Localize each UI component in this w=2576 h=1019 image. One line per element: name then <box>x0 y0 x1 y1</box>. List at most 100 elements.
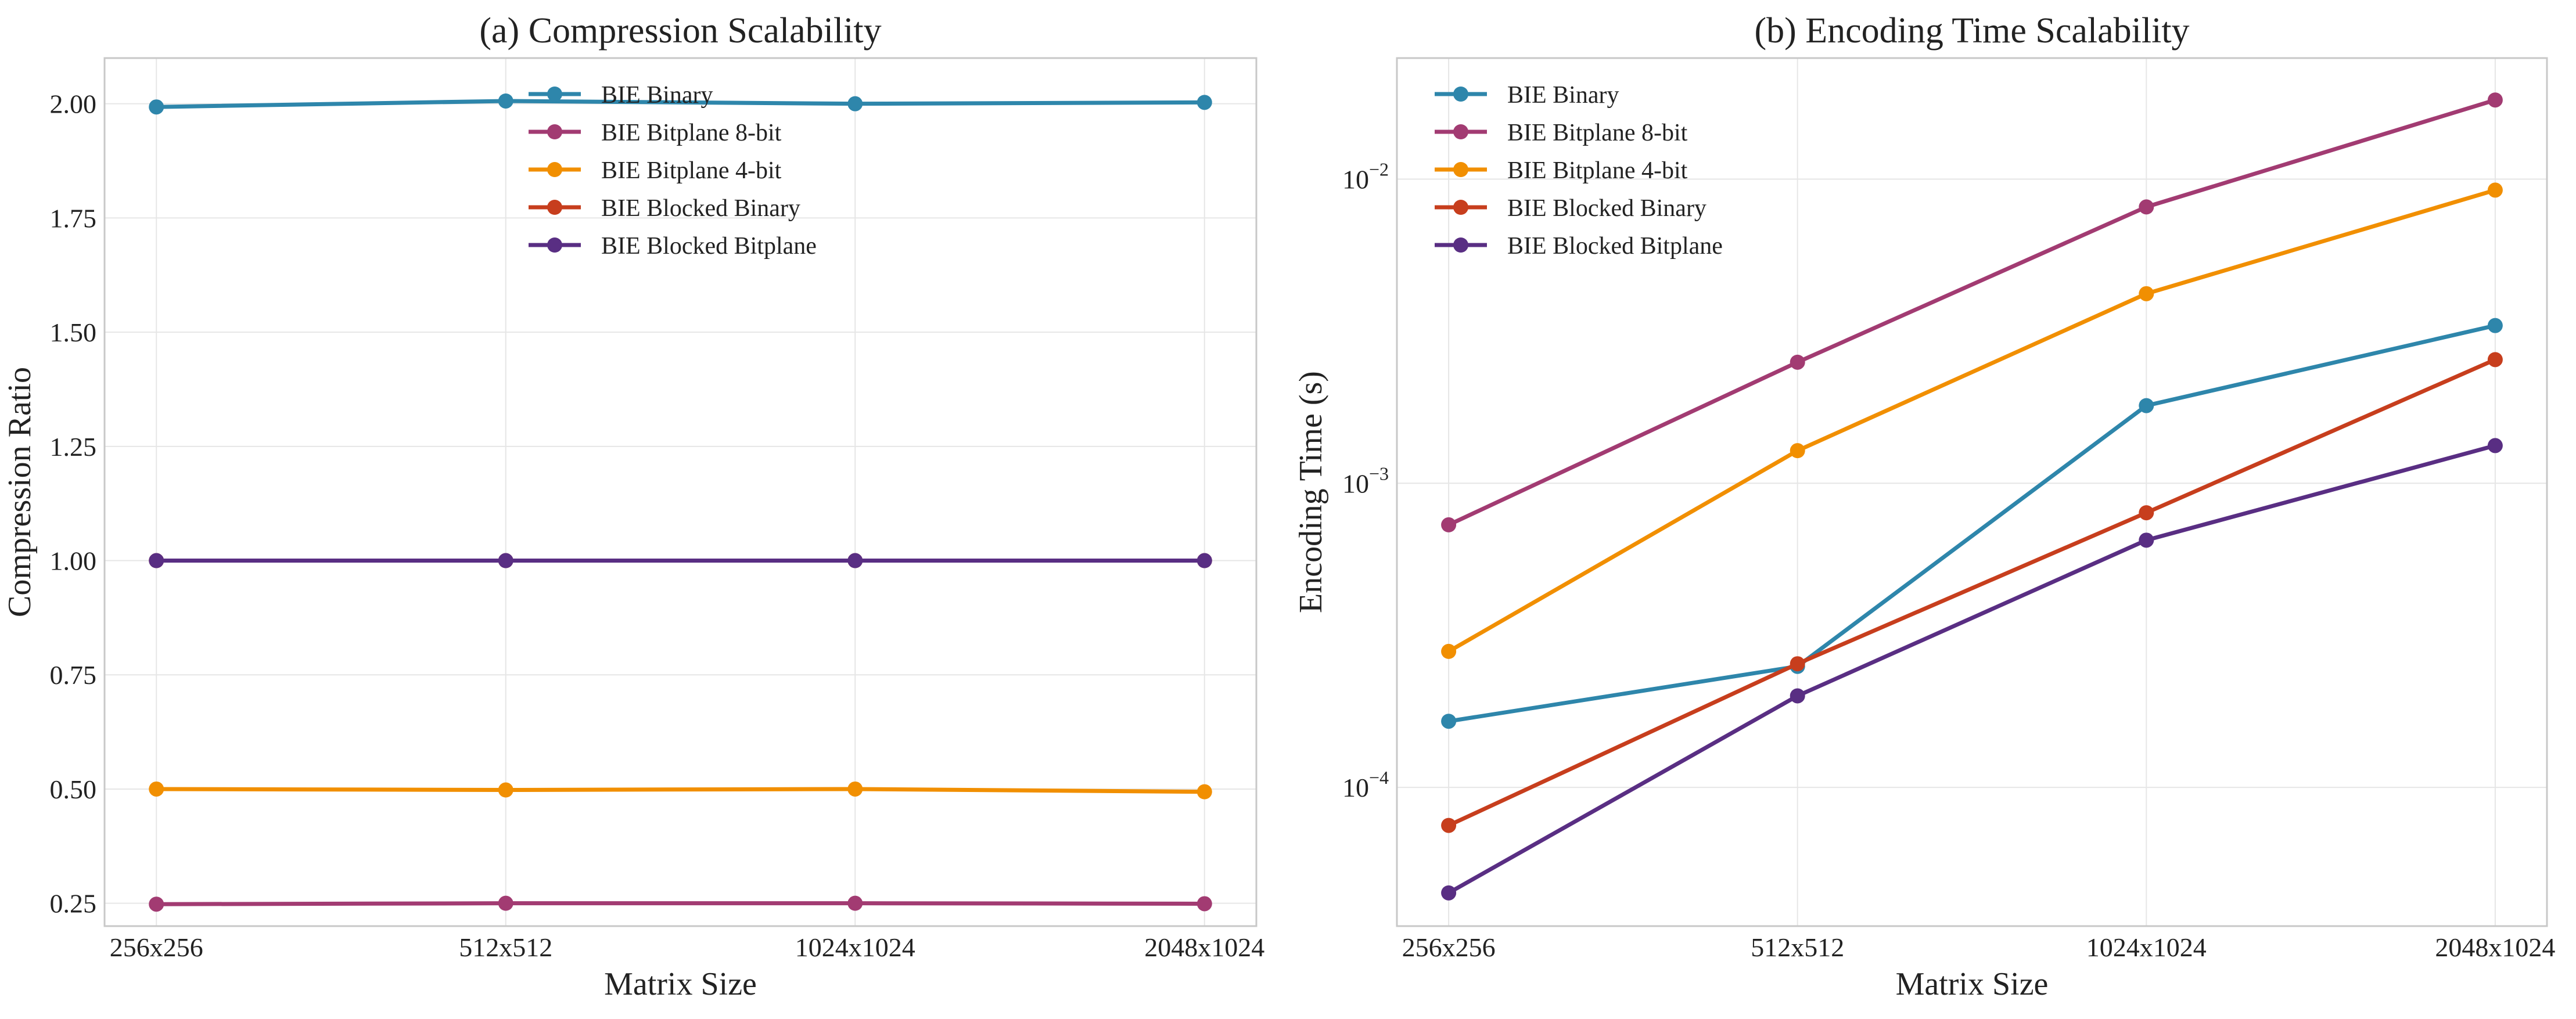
series-4 <box>149 553 1212 568</box>
data-point <box>1197 553 1212 568</box>
legend-label: BIE Blocked Bitplane <box>1507 233 1723 260</box>
legend-swatch-marker <box>1453 200 1468 215</box>
x-tick-label: 256x256 <box>1402 932 1496 962</box>
data-point <box>2487 182 2503 198</box>
legend-swatch-marker <box>547 237 562 253</box>
y-tick-label: 2.00 <box>50 89 97 119</box>
data-point <box>149 553 164 568</box>
legend-swatch-marker <box>547 124 562 139</box>
data-point <box>498 93 513 109</box>
series-line <box>154 901 1207 906</box>
data-point <box>149 99 164 115</box>
data-point <box>1441 517 1457 532</box>
y-tick-label: 1.00 <box>50 546 97 576</box>
data-point <box>149 781 164 797</box>
series-line <box>154 787 1207 794</box>
data-point <box>1790 656 1805 672</box>
data-point <box>847 553 863 568</box>
series-line <box>1446 357 2498 828</box>
x-tick-label: 512x512 <box>459 932 552 962</box>
legend-label: BIE Bitplane 8-bit <box>601 120 782 146</box>
data-point <box>1441 818 1457 833</box>
data-point <box>1790 443 1805 459</box>
legend-label: BIE Blocked Binary <box>601 195 800 222</box>
data-point <box>2139 286 2154 301</box>
data-point <box>1441 885 1457 901</box>
series-3 <box>1441 352 2503 833</box>
plot-frame <box>103 57 1258 927</box>
data-point <box>847 96 863 111</box>
series-line <box>1446 443 2498 895</box>
series-2 <box>149 781 1212 800</box>
legend-label: BIE Bitplane 4-bit <box>601 157 782 184</box>
y-tick-label: 0.75 <box>50 660 97 690</box>
data-point <box>2487 92 2503 108</box>
data-point <box>1197 95 1212 110</box>
legend-label: BIE Bitplane 4-bit <box>1507 157 1688 184</box>
series-line <box>1446 98 2498 527</box>
chart-panel-0: 256x256 512x512 1024x1024 2048x1024 0.25 0.50… <box>2 11 1264 1002</box>
x-axis-label: Matrix Size <box>1896 966 2049 1002</box>
plot-frame <box>1396 57 2548 927</box>
x-tick-label: 1024x1024 <box>2086 932 2207 962</box>
legend-label: BIE Binary <box>1507 82 1619 109</box>
y-tick-label: 0.50 <box>50 775 97 804</box>
series-1 <box>1441 92 2503 532</box>
series-2 <box>1441 182 2503 659</box>
legend-swatch-marker <box>1453 124 1468 139</box>
data-point <box>2139 199 2154 215</box>
data-point <box>498 553 513 568</box>
legend-swatch-marker <box>1453 237 1468 253</box>
legend-label: BIE Bitplane 8-bit <box>1507 120 1688 146</box>
data-point <box>2487 352 2503 368</box>
legend-swatch-marker <box>547 162 562 177</box>
y-tick-label: 10−2 <box>1342 159 1389 194</box>
data-point <box>2139 505 2154 521</box>
series-1 <box>149 895 1212 912</box>
data-point <box>1790 354 1805 370</box>
y-tick-label: 10−3 <box>1342 463 1389 498</box>
legend-swatch-marker <box>1453 87 1468 102</box>
data-point <box>1790 688 1805 704</box>
chart-panel-1: 256x256 512x512 1024x1024 2048x1024 10−4 10−3… <box>1293 11 2555 1002</box>
legend: BIE Binary BIE Bitplane 8-bit BIE Bitplane… <box>1435 82 1723 260</box>
series-4 <box>1441 438 2503 901</box>
x-axis-label: Matrix Size <box>604 966 757 1002</box>
series-0 <box>149 93 1212 115</box>
data-point <box>1197 784 1212 800</box>
legend: BIE Binary BIE Bitplane 8-bit BIE Bitplane… <box>529 82 817 260</box>
data-point <box>2487 318 2503 333</box>
data-point <box>847 895 863 911</box>
series-line <box>154 99 1207 109</box>
series-line <box>1446 188 2498 654</box>
data-point <box>2139 532 2154 548</box>
x-tick-label: 2048x1024 <box>1144 932 1264 962</box>
legend-label: BIE Blocked Bitplane <box>601 233 817 260</box>
data-point <box>1441 643 1457 659</box>
data-point <box>1197 896 1212 912</box>
data-point <box>149 896 164 912</box>
chart-title: (a) Compression Scalability <box>479 11 881 51</box>
x-tick-label: 256x256 <box>110 932 203 962</box>
data-point <box>1441 714 1457 729</box>
chart-title: (b) Encoding Time Scalability <box>1754 11 2189 51</box>
legend-swatch-marker <box>547 87 562 102</box>
y-axis-label: Encoding Time (s) <box>1293 371 1329 613</box>
data-point <box>847 781 863 797</box>
legend-label: BIE Binary <box>601 82 713 109</box>
x-tick-label: 2048x1024 <box>2435 932 2555 962</box>
x-tick-label: 512x512 <box>1751 932 1844 962</box>
legend-label: BIE Blocked Binary <box>1507 195 1706 222</box>
series-0 <box>1441 318 2503 729</box>
y-tick-label: 0.25 <box>50 889 97 919</box>
data-point <box>498 782 513 798</box>
legend-swatch-marker <box>1453 162 1468 177</box>
y-tick-label: 1.50 <box>50 318 97 347</box>
y-tick-label: 1.25 <box>50 432 97 462</box>
y-tick-label: 10−4 <box>1342 767 1389 802</box>
data-point <box>2487 438 2503 453</box>
y-axis-label: Compression Ratio <box>2 367 38 617</box>
x-tick-label: 1024x1024 <box>795 932 915 962</box>
y-tick-label: 1.75 <box>50 203 97 233</box>
